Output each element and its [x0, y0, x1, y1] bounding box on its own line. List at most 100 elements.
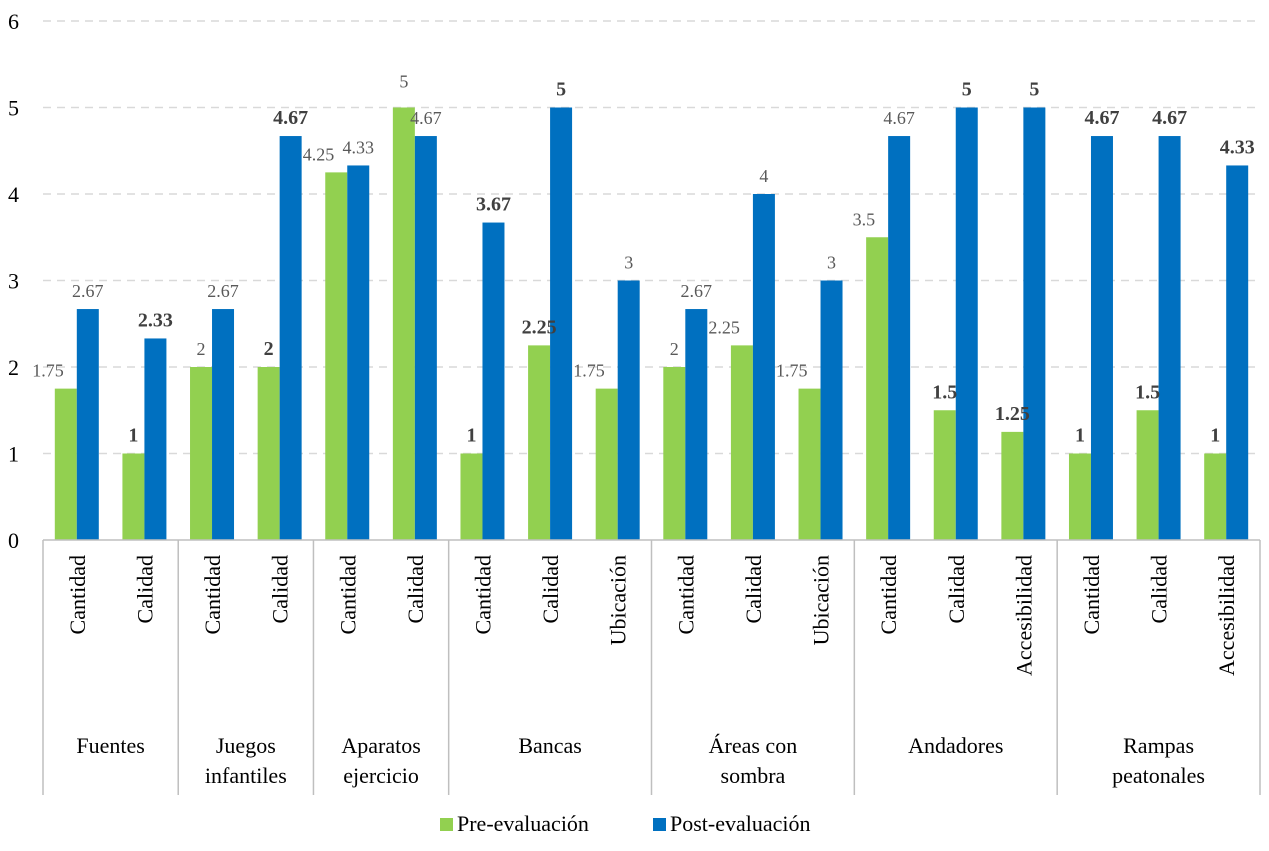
category-label: Calidad — [403, 555, 428, 623]
group-label: Rampas — [1123, 733, 1194, 758]
bar-pre — [933, 410, 956, 540]
bar-pre — [1204, 453, 1227, 540]
category-label: Cantidad — [673, 555, 698, 634]
data-label-post: 3.67 — [476, 194, 511, 216]
category-label: Ubicación — [809, 555, 834, 645]
group-label: Fuentes — [76, 733, 144, 758]
data-label-post: 3 — [827, 253, 836, 273]
bar-pre — [122, 453, 145, 540]
y-tick-label: 2 — [8, 355, 19, 380]
category-label: Calidad — [741, 555, 766, 623]
group-label: peatonales — [1112, 763, 1205, 788]
data-label-post: 2.67 — [72, 281, 104, 301]
bar-post — [347, 165, 370, 540]
category-label: Ubicación — [606, 555, 631, 645]
legend-swatch — [653, 818, 666, 831]
data-label-pre: 1.5 — [932, 381, 957, 403]
data-label-post: 4.67 — [883, 108, 915, 128]
bar-pre — [1001, 431, 1024, 540]
bar-pre — [595, 388, 618, 540]
category-label: Accesibilidad — [1214, 555, 1239, 676]
group-label: Áreas con — [709, 733, 798, 758]
data-label-pre: 2 — [264, 338, 274, 360]
data-label-pre: 5 — [399, 72, 408, 92]
bar-post — [1158, 136, 1181, 541]
bar-post — [1090, 136, 1113, 541]
bar-pre — [1136, 410, 1159, 540]
bar-post — [279, 136, 302, 541]
data-label-post: 4.67 — [410, 108, 442, 128]
group-label: Andadores — [908, 733, 1003, 758]
category-label: Calidad — [538, 555, 563, 623]
bar-post — [76, 309, 99, 540]
data-label-pre: 1.75 — [32, 361, 64, 381]
bar-pre — [54, 388, 77, 540]
data-label-post: 5 — [556, 79, 566, 101]
bar-post — [1226, 165, 1249, 540]
bar-pre — [1068, 453, 1091, 540]
category-label: Cantidad — [1079, 555, 1104, 634]
group-label: Juegos — [216, 733, 276, 758]
bar-pre — [392, 107, 415, 540]
bar-post — [482, 222, 505, 541]
bar-pre — [663, 367, 686, 540]
group-label: Aparatos — [341, 733, 420, 758]
category-label: Accesibilidad — [1011, 555, 1036, 676]
bar-post — [685, 309, 708, 540]
category-label: Calidad — [132, 555, 157, 623]
y-tick-label: 4 — [8, 182, 19, 207]
bar-post — [888, 136, 911, 541]
category-label: Cantidad — [335, 555, 360, 634]
data-label-pre: 2.25 — [522, 316, 557, 338]
data-label-pre: 1.25 — [995, 403, 1030, 425]
group-label: Bancas — [518, 733, 582, 758]
data-label-post: 4.67 — [273, 107, 308, 129]
bar-post — [144, 338, 167, 540]
y-tick-label: 6 — [8, 9, 19, 34]
group-label: sombra — [721, 763, 786, 788]
category-label: Cantidad — [200, 555, 225, 634]
data-label-pre: 2.25 — [708, 317, 740, 337]
bar-post — [820, 280, 843, 540]
data-label-post: 2.33 — [138, 309, 173, 331]
category-label: Cantidad — [65, 555, 90, 634]
data-label-pre: 2 — [197, 339, 206, 359]
data-label-post: 5 — [1029, 79, 1039, 101]
data-label-post: 4.33 — [1220, 136, 1255, 158]
data-label-post: 2.67 — [681, 281, 713, 301]
y-tick-label: 1 — [8, 442, 19, 467]
category-label: Calidad — [1147, 555, 1172, 623]
data-label-post: 5 — [962, 79, 972, 101]
bar-post — [955, 107, 978, 540]
data-label-post: 3 — [624, 253, 633, 273]
bar-post — [212, 309, 235, 540]
data-label-pre: 1 — [1210, 425, 1220, 447]
legend-label: Post-evaluación — [670, 811, 811, 836]
bar-pre — [460, 453, 483, 540]
category-label: Cantidad — [470, 555, 495, 634]
category-label: Calidad — [944, 555, 969, 623]
data-label-post: 4.67 — [1084, 107, 1119, 129]
bar-pre — [325, 172, 348, 540]
data-label-pre: 4.25 — [303, 144, 335, 164]
bar-pre — [798, 388, 821, 540]
data-label-pre: 1.5 — [1135, 381, 1160, 403]
legend-swatch — [440, 818, 453, 831]
data-label-post: 4.67 — [1152, 107, 1187, 129]
bar-pre — [528, 345, 551, 540]
data-label-pre: 2 — [670, 339, 679, 359]
data-label-pre: 1.75 — [573, 361, 605, 381]
bar-pre — [257, 367, 280, 540]
data-label-pre: 1 — [128, 425, 138, 447]
bar-post — [1023, 107, 1046, 540]
bar-pre — [866, 237, 889, 540]
category-label: Cantidad — [876, 555, 901, 634]
data-label-pre: 1 — [466, 425, 476, 447]
bar-post — [550, 107, 573, 540]
group-label: infantiles — [205, 763, 287, 788]
bar-post — [617, 280, 640, 540]
bar-pre — [190, 367, 213, 540]
data-label-pre: 3.5 — [853, 209, 876, 229]
